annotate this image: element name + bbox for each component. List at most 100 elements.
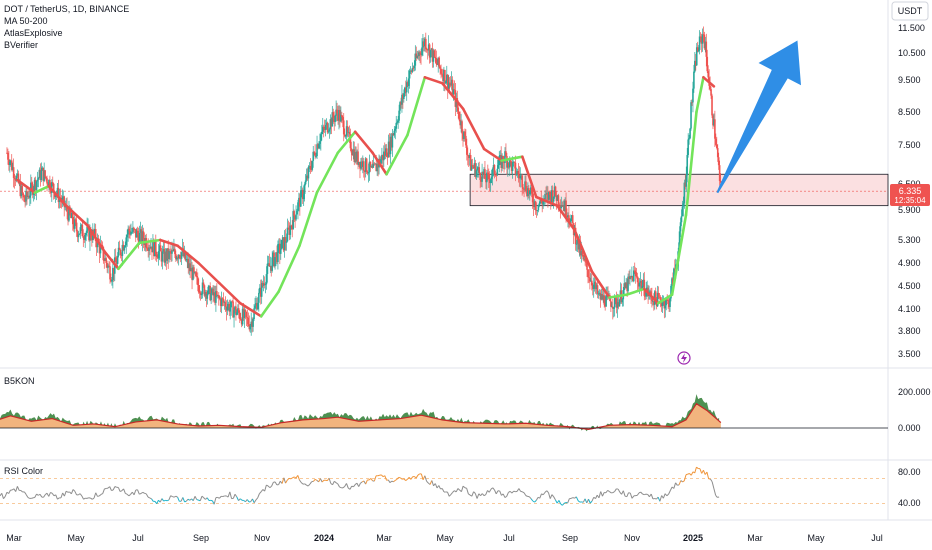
- candle-body: [438, 57, 440, 67]
- candle-body: [67, 211, 69, 221]
- rsi-segment: [551, 494, 555, 498]
- rsi-segment: [450, 491, 454, 495]
- candle-body: [514, 162, 517, 175]
- rsi-segment: [662, 493, 666, 499]
- rsi-segment: [145, 493, 149, 498]
- candle-body: [22, 193, 24, 196]
- candle-body: [39, 169, 42, 180]
- candle-body: [195, 272, 197, 277]
- rsi-segment: [398, 476, 401, 479]
- rsi-segment: [177, 497, 180, 502]
- candle-body: [550, 190, 553, 203]
- indicator-ma[interactable]: MA 50-200: [4, 16, 48, 26]
- candle-body: [485, 178, 487, 183]
- rsi-segment: [201, 495, 205, 499]
- candle-body: [21, 185, 24, 194]
- candle-body: [227, 303, 230, 307]
- candle-body: [268, 263, 271, 267]
- candle-body: [367, 172, 370, 174]
- candle-body: [526, 191, 528, 196]
- rsi-segment: [39, 493, 43, 498]
- candle-body: [700, 36, 703, 44]
- indicator-bverifier[interactable]: BVerifier: [4, 40, 38, 50]
- price-tick: 4.900: [898, 258, 921, 268]
- candle-body: [439, 66, 441, 69]
- candle-body: [689, 128, 691, 139]
- candle-body: [131, 231, 133, 233]
- rsi-segment: [706, 471, 710, 480]
- candle-body: [220, 298, 223, 306]
- rsi-segment: [485, 490, 488, 495]
- candle-body: [469, 155, 472, 171]
- rsi-segment: [396, 476, 400, 480]
- candle-body: [282, 237, 285, 251]
- rsi-axis[interactable]: 80.00 40.00: [898, 467, 921, 508]
- ma-segment: [85, 223, 106, 253]
- candle-body: [497, 165, 500, 169]
- candle-body: [384, 148, 387, 156]
- candle-body: [79, 227, 82, 234]
- candle-body: [603, 295, 606, 305]
- rsi-segment: [172, 496, 175, 498]
- candle-body: [234, 306, 236, 311]
- candle-body: [709, 85, 711, 90]
- rsi-segment: [384, 475, 388, 481]
- candle-body: [446, 74, 449, 89]
- rsi-segment: [125, 492, 128, 495]
- candle-body: [237, 308, 239, 313]
- candle-body: [9, 160, 12, 162]
- price-axis[interactable]: 11.50010.5009.5008.5007.5006.5005.9005.3…: [898, 23, 926, 359]
- rsi-segment: [147, 496, 150, 499]
- rsi-segment: [8, 489, 11, 494]
- rsi-segment: [328, 477, 332, 484]
- candle-body: [549, 192, 551, 195]
- ma-segment: [684, 110, 698, 217]
- chart-title[interactable]: DOT / TetherUS, 1D, BINANCE: [4, 4, 129, 14]
- candle-body: [600, 293, 603, 300]
- candle-body: [434, 56, 437, 59]
- candle-body: [71, 212, 74, 225]
- candle-body: [357, 151, 359, 166]
- candle-body: [196, 277, 199, 286]
- candle-body: [301, 189, 304, 200]
- time-tick: May: [807, 533, 825, 543]
- candle-body: [695, 60, 697, 66]
- time-axis[interactable]: Mar May Jul Sep Nov 2024 Mar May Jul Sep Nov 2025 Ma…: [6, 533, 883, 543]
- candle-body: [697, 49, 700, 52]
- candle-body: [279, 243, 281, 254]
- candle-body: [291, 225, 294, 230]
- candle-body: [72, 224, 75, 229]
- candle-body: [176, 257, 179, 259]
- candle-body: [419, 52, 421, 55]
- candle-body: [307, 166, 310, 179]
- candle-body: [82, 236, 85, 239]
- rsi-segment: [253, 499, 257, 504]
- candle-body: [200, 293, 203, 296]
- candle-body: [595, 285, 598, 290]
- candle-body: [92, 229, 95, 234]
- candle-body: [638, 282, 641, 287]
- candle-body: [280, 240, 283, 250]
- currency-button[interactable]: [891, 1, 929, 21]
- candle-body: [630, 276, 632, 278]
- rsi-segment: [314, 478, 318, 481]
- forecast-arrow[interactable]: [716, 40, 801, 194]
- candle-body: [335, 109, 337, 116]
- candle-body: [261, 282, 264, 286]
- rsi-segment: [297, 475, 300, 481]
- b5kon-axis[interactable]: 200.000 0.000: [898, 387, 931, 433]
- candle-body: [246, 317, 249, 318]
- rsi-segment: [229, 491, 233, 499]
- rsi-segment: [189, 498, 192, 501]
- candle-body: [334, 115, 336, 122]
- rsi-segment: [508, 490, 511, 493]
- rsi-segment: [466, 488, 469, 495]
- candle-body: [433, 50, 436, 57]
- candle-body: [524, 181, 526, 190]
- ma-segment: [656, 293, 674, 305]
- time-tick: 2025: [683, 533, 703, 543]
- rsi-segment: [182, 497, 186, 503]
- candle-body: [703, 34, 706, 49]
- rsi-segment: [598, 491, 602, 498]
- indicator-atlas[interactable]: AtlasExplosive: [4, 28, 63, 38]
